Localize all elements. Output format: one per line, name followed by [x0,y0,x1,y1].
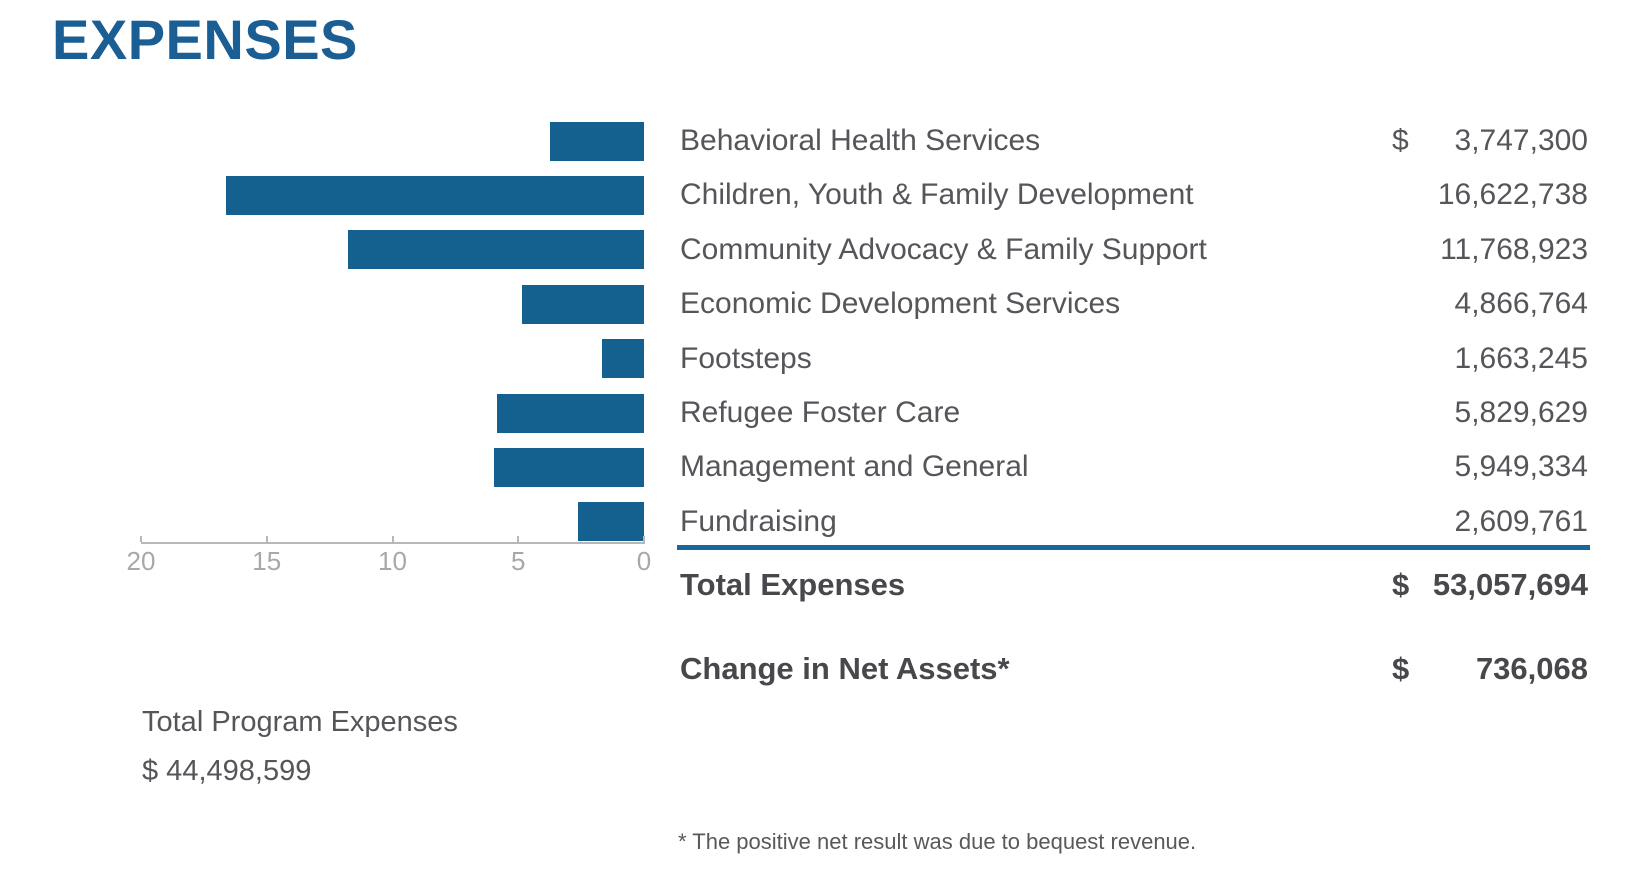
row-label: Management and General [680,450,1029,484]
row-value: 4,866,764 [1454,287,1588,321]
x-axis-tick [517,536,520,542]
row-value: 3,747,300 [1454,124,1588,157]
row-value: 53,057,694 [1432,567,1588,602]
row-label: Refugee Foster Care [680,396,961,429]
dollar-sign: $ [1392,567,1410,602]
x-axis-tick-label: 10 [378,546,407,576]
dollar-sign: $ [1392,124,1409,157]
row-label: Behavioral Health Services [680,124,1041,157]
bar-community-advocacy-family-support [348,230,644,270]
row-label: Footsteps [680,341,812,375]
dollar-sign: $ [1392,651,1410,686]
table-row-economic-development-services: Economic Development Services 4,866,764 [680,277,1588,331]
total-expenses-row: Total Expenses $ 53,057,694 [680,558,1588,612]
expenses-bar-chart [141,0,644,543]
change-in-net-assets-row: Change in Net Assets* $ 736,068 [680,642,1588,696]
table-row-footsteps: Footsteps 1,663,245 [680,332,1588,386]
row-value: 5,829,629 [1454,396,1588,429]
x-axis-tick [140,536,142,542]
bar-behavioral-health-services [549,121,644,161]
table-row-children-youth-family-development: Children, Youth & Family Development 16,6… [680,168,1588,222]
x-axis: 20 15 10 5 0 [127,536,651,574]
table-divider-line [677,545,1590,550]
row-value: 1,663,245 [1454,341,1588,375]
x-axis-tick-label: 0 [636,546,652,576]
x-axis-tick [391,536,394,542]
bar-children-youth-family-development [225,175,644,215]
footnote: * The positive net result was due to beq… [678,829,1197,854]
x-axis-tick [265,536,268,542]
row-value: 2,609,761 [1454,504,1588,538]
bar-refugee-foster-care [497,393,644,433]
table-row-behavioral-health-services: Behavioral Health Services $3,747,300 [680,114,1588,168]
bar-economic-development-services [521,284,644,324]
row-label: Total Expenses [680,567,906,602]
row-value: 11,768,923 [1440,232,1588,266]
x-axis-tick [643,536,645,542]
x-axis-tick-label: 5 [511,546,526,576]
row-label: Children, Youth & Family Development [680,178,1194,212]
page-title: EXPENSES [52,8,358,71]
table-row-fundraising: Fundraising 2,609,761 [680,495,1588,549]
total-program-expenses-value: $ 44,498,599 [142,755,312,787]
x-axis-tick-label: 15 [252,546,282,576]
x-axis-tick-label: 20 [126,546,156,576]
table-row-community-advocacy-family-support: Community Advocacy & Family Support 11,76… [680,223,1588,277]
bar-footsteps [602,339,644,379]
bar-management-and-general [494,447,644,487]
bar-fundraising [578,502,644,542]
row-value: 736,068 [1475,651,1588,686]
row-label: Fundraising [680,504,837,538]
table-row-management-and-general: Management and General 5,949,334 [680,440,1588,494]
total-program-expenses-label: Total Program Expenses [142,706,458,738]
row-label: Economic Development Services [680,287,1121,321]
row-label: Community Advocacy & Family Support [680,232,1207,266]
total-program-expenses: Total Program Expenses $ 44,498,599 [142,698,458,796]
row-value: 16,622,738 [1437,178,1588,212]
row-label: Change in Net Assets* [680,651,1010,686]
table-row-refugee-foster-care: Refugee Foster Care 5,829,629 [680,386,1588,440]
row-value: 5,949,334 [1454,450,1588,484]
